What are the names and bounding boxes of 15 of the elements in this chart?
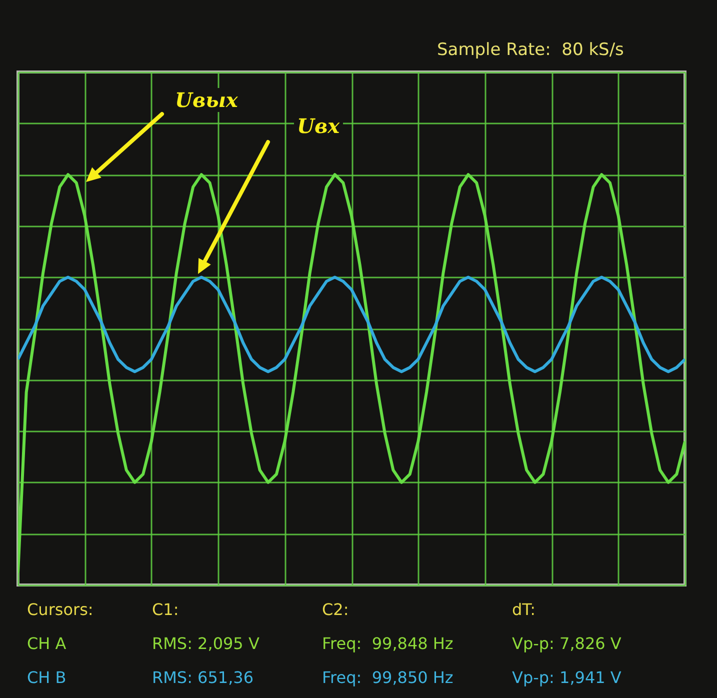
text: Uвых	[172, 88, 241, 112]
text: RMS: 651,36	[152, 668, 254, 688]
text: Freq: 99,848 Hz	[322, 634, 454, 654]
text: C1:	[152, 600, 179, 620]
text: Sample Rate: 80 kS/s	[437, 40, 624, 60]
text: C2:	[322, 600, 349, 620]
text: RMS: 2,095 V	[152, 634, 260, 654]
text: Vp-p: 1,941 V	[512, 668, 622, 688]
text: Cursors:	[27, 600, 94, 620]
text: CH A	[27, 634, 66, 654]
text: dT:	[512, 600, 536, 620]
text: Vp-p: 7,826 V	[512, 634, 622, 654]
text: Uвх	[294, 114, 342, 138]
text: Freq: 99,850 Hz	[322, 668, 454, 688]
text: CH B	[27, 668, 66, 688]
